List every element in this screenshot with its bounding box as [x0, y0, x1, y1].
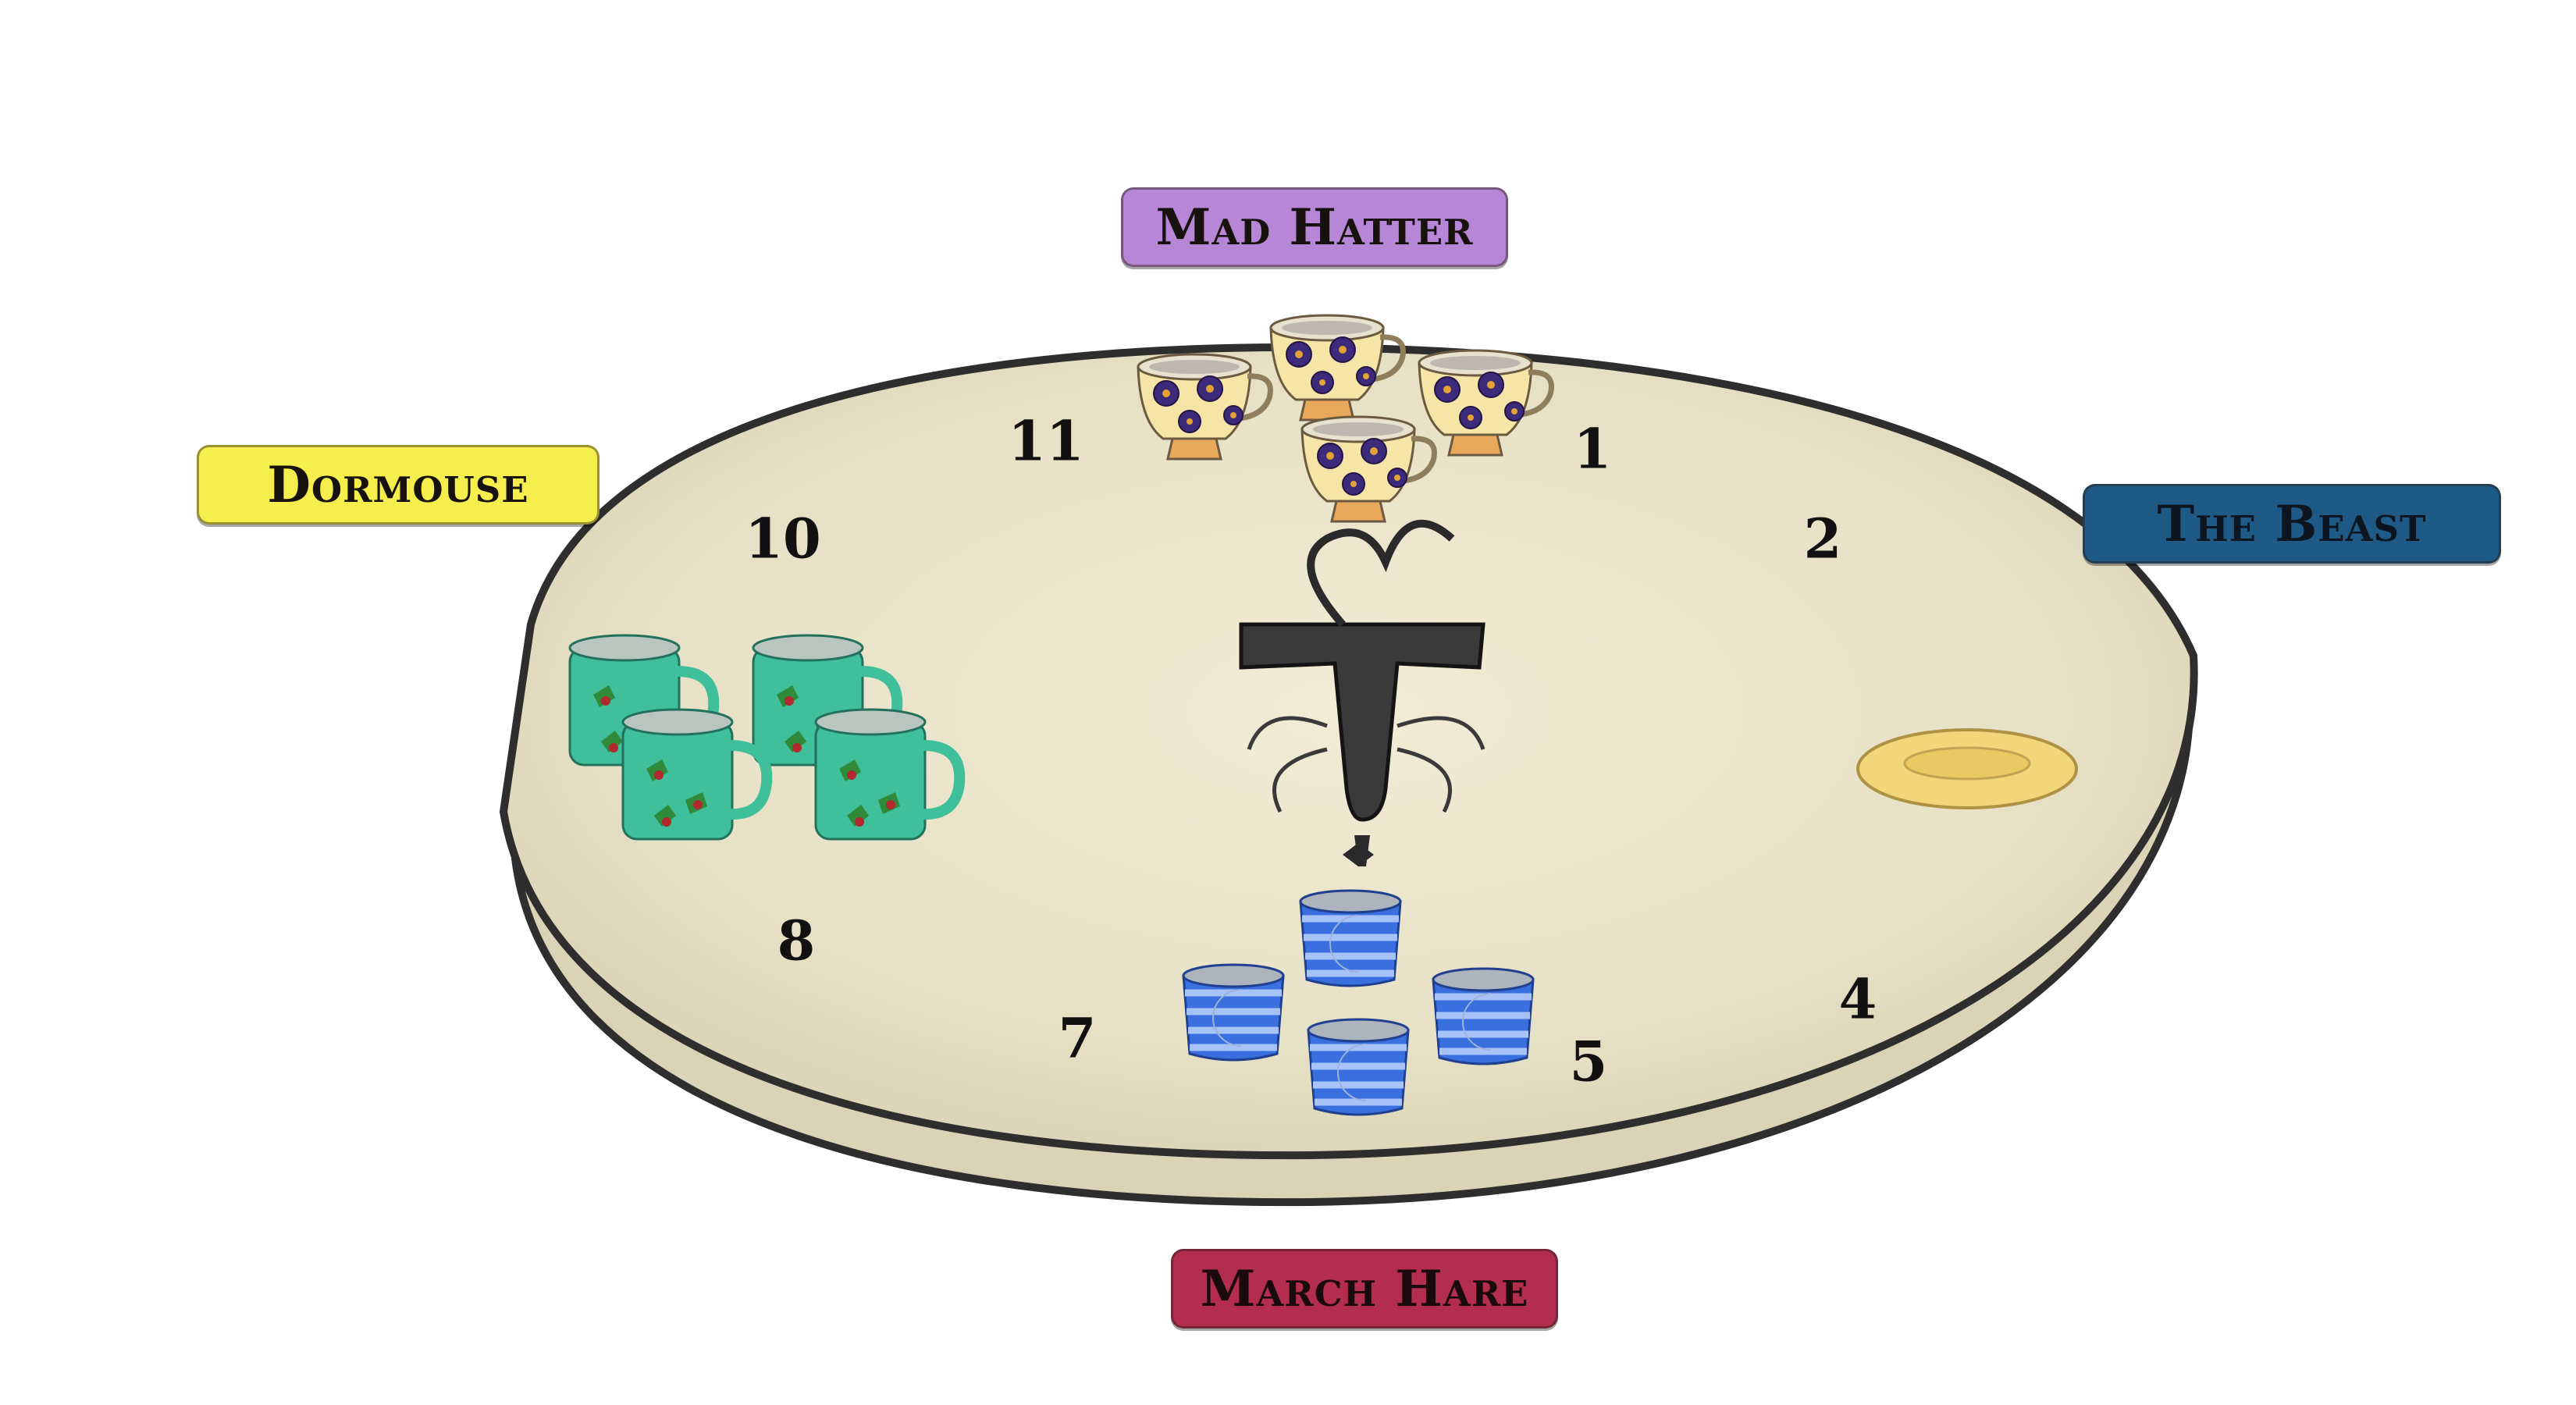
seat-10[interactable]: 10: [745, 506, 821, 571]
cup-icon: [1300, 891, 1400, 986]
seat-2[interactable]: 2: [1803, 506, 1842, 571]
t-monogram-icon: [1239, 519, 1485, 866]
seat-5[interactable]: 5: [1569, 1029, 1608, 1094]
cup-icon: [1183, 965, 1283, 1060]
seat-7[interactable]: 7: [1058, 1005, 1097, 1071]
seat-11[interactable]: 11: [1008, 408, 1084, 474]
character-label-the-beast: The Beast: [2083, 484, 2501, 564]
character-label-mad-hatter: Mad Hatter: [1121, 187, 1508, 267]
seat-1[interactable]: 1: [1573, 416, 1612, 482]
character-label-dormouse: Dormouse: [197, 445, 600, 525]
character-label-march-hare: March Hare: [1171, 1249, 1558, 1329]
cup-icon: [1308, 1019, 1408, 1115]
seat-8[interactable]: 8: [777, 908, 816, 973]
seat-4[interactable]: 4: [1838, 966, 1877, 1032]
saucer-icon: [1856, 728, 2078, 809]
cup-icon: [1433, 969, 1533, 1064]
